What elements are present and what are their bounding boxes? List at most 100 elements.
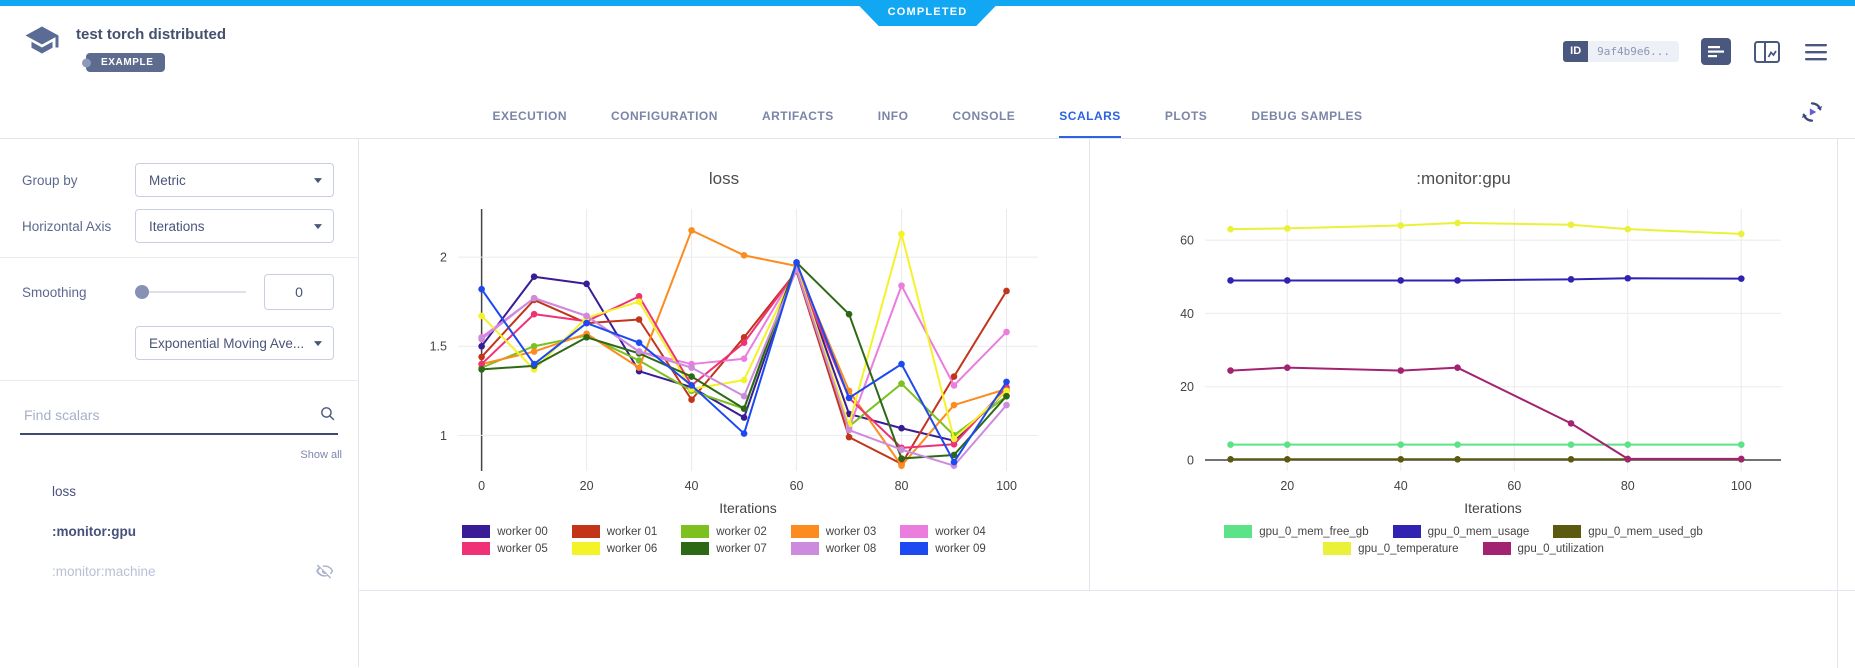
legend-item-worker-04[interactable]: worker 04 <box>900 525 986 538</box>
svg-text:100: 100 <box>996 479 1017 493</box>
svg-text:80: 80 <box>1620 479 1634 493</box>
legend-swatch <box>1224 525 1253 538</box>
slider-handle[interactable] <box>135 285 149 299</box>
legend-item-worker-07[interactable]: worker 07 <box>681 542 767 555</box>
search-icon[interactable] <box>319 405 336 427</box>
details-icon[interactable] <box>1701 38 1731 65</box>
smoothing-value-input[interactable] <box>264 274 334 310</box>
legend-swatch <box>462 525 491 538</box>
legend-item-worker-02[interactable]: worker 02 <box>681 525 767 538</box>
legend-label: gpu_0_mem_free_gb <box>1259 525 1369 538</box>
legend-label: worker 08 <box>825 542 877 555</box>
legend-item-worker-06[interactable]: worker 06 <box>571 542 658 555</box>
group-by-select[interactable]: Metric <box>135 163 334 197</box>
status-badge: COMPLETED <box>853 0 1002 26</box>
compare-panel-icon[interactable] <box>1753 40 1781 64</box>
show-all-link[interactable]: Show all <box>300 449 342 461</box>
metric-item-loss[interactable]: loss <box>0 471 358 511</box>
horizontal-axis-label: Horizontal Axis <box>22 218 112 234</box>
legend-swatch <box>1392 525 1421 538</box>
chart-panel-monitor-gpu: :monitor:gpu 20 40 60 80 100 0 20 40 60 Iterations… <box>1090 139 1837 590</box>
experiment-logo-icon <box>24 22 60 58</box>
legend-item-worker-00[interactable]: worker 00 <box>462 525 548 538</box>
smoothing-slider[interactable] <box>135 285 246 299</box>
legend-item-worker-03[interactable]: worker 03 <box>790 525 877 538</box>
group-by-label: Group by <box>22 172 78 188</box>
legend-swatch <box>1553 525 1582 538</box>
legend-label: worker 05 <box>497 542 548 555</box>
svg-text:1: 1 <box>440 429 447 443</box>
content-right-divider <box>1837 139 1838 668</box>
svg-text:20: 20 <box>580 479 594 493</box>
tab-info[interactable]: INFO <box>877 109 909 123</box>
divider <box>0 257 358 258</box>
chart-legend: worker 00 worker 01 worker 02 worker 03 work… <box>404 523 1044 557</box>
legend-label: worker 04 <box>935 525 986 538</box>
legend-item-worker-08[interactable]: worker 08 <box>790 542 877 555</box>
legend-item-worker-01[interactable]: worker 01 <box>571 525 658 538</box>
refresh-icon[interactable] <box>1799 99 1825 130</box>
legend-label: gpu_0_temperature <box>1358 542 1459 555</box>
svg-text:20: 20 <box>1280 479 1294 493</box>
header: test torch distributed EXAMPLE ID 9af4b9… <box>0 6 1855 90</box>
tab-execution[interactable]: EXECUTION <box>492 109 567 123</box>
divider <box>0 380 358 381</box>
id-badge-value: 9af4b9e6... <box>1588 41 1679 62</box>
chart-panel-loss: loss 0 20 40 60 80 100 1 1.5 2 Iterations worker 00… <box>359 139 1090 590</box>
svg-text:40: 40 <box>685 479 699 493</box>
legend-swatch <box>1323 542 1352 555</box>
legend-label: worker 01 <box>606 525 658 538</box>
legend-swatch <box>462 542 491 555</box>
menu-icon[interactable] <box>1803 42 1829 62</box>
example-badge: EXAMPLE <box>86 53 165 72</box>
chart-plot[interactable]: 20 40 60 80 100 0 20 40 60 Iterations <box>1119 201 1809 519</box>
legend-item-worker-05[interactable]: worker 05 <box>462 542 548 555</box>
chart-plot[interactable]: 0 20 40 60 80 100 1 1.5 2 Iterations <box>384 201 1064 519</box>
charts-area: loss 0 20 40 60 80 100 1 1.5 2 Iterations worker 00… <box>359 139 1855 591</box>
svg-text:40: 40 <box>1393 479 1407 493</box>
legend-label: worker 07 <box>716 542 767 555</box>
metric-label: :monitor:gpu <box>52 523 136 539</box>
tab-debug-samples[interactable]: DEBUG SAMPLES <box>1251 109 1363 123</box>
legend-item-worker-09[interactable]: worker 09 <box>900 542 986 555</box>
metric-item-monitor-gpu[interactable]: :monitor:gpu <box>0 511 358 551</box>
svg-text:40: 40 <box>1180 307 1194 321</box>
search-input[interactable] <box>24 407 312 423</box>
legend-label: worker 03 <box>825 525 877 538</box>
eye-off-icon[interactable] <box>316 562 334 580</box>
tab-scalars[interactable]: SCALARS <box>1059 109 1121 138</box>
tabs-bar: EXECUTION CONFIGURATION ARTIFACTS INFO CONSO… <box>0 90 1855 139</box>
chart-legend: gpu_0_mem_free_gb gpu_0_mem_usage gpu_0_me… <box>1164 523 1764 557</box>
tab-plots[interactable]: PLOTS <box>1164 109 1208 123</box>
id-badge[interactable]: ID 9af4b9e6... <box>1563 41 1679 62</box>
chart-title: :monitor:gpu <box>1416 169 1511 188</box>
chevron-down-icon <box>314 224 322 230</box>
tab-console[interactable]: CONSOLE <box>952 109 1016 123</box>
legend-item-gpu-0-mem-usage[interactable]: gpu_0_mem_usage <box>1392 525 1529 538</box>
legend-swatch <box>900 542 929 555</box>
tab-configuration[interactable]: CONFIGURATION <box>611 109 718 123</box>
legend-swatch <box>681 525 710 538</box>
legend-swatch <box>790 525 819 538</box>
metric-item-monitor-machine[interactable]: :monitor:machine <box>0 551 358 591</box>
experiment-title: test torch distributed <box>76 26 227 43</box>
tab-artifacts[interactable]: ARTIFACTS <box>761 109 834 123</box>
legend-item-gpu-0-utilization[interactable]: gpu_0_utilization <box>1482 542 1604 555</box>
horizontal-axis-select[interactable]: Iterations <box>135 209 334 243</box>
legend-swatch <box>681 542 710 555</box>
legend-label: gpu_0_utilization <box>1517 542 1604 555</box>
chart-title: loss <box>708 169 740 188</box>
metric-label: loss <box>52 483 77 499</box>
svg-text:20: 20 <box>1180 380 1194 394</box>
legend-item-gpu-0-temperature[interactable]: gpu_0_temperature <box>1323 542 1459 555</box>
legend-label: worker 00 <box>497 525 548 538</box>
legend-swatch <box>790 542 819 555</box>
legend-swatch <box>900 525 929 538</box>
legend-label: worker 06 <box>606 542 658 555</box>
legend-item-gpu-0-mem-used-gb[interactable]: gpu_0_mem_used_gb <box>1553 525 1703 538</box>
smoothing-method-select[interactable]: Exponential Moving Ave... <box>135 326 334 360</box>
legend-item-gpu-0-mem-free-gb[interactable]: gpu_0_mem_free_gb <box>1224 525 1369 538</box>
scalars-sidebar: Group by Metric Horizontal Axis Iteratio… <box>0 139 359 667</box>
svg-text:80: 80 <box>895 479 909 493</box>
